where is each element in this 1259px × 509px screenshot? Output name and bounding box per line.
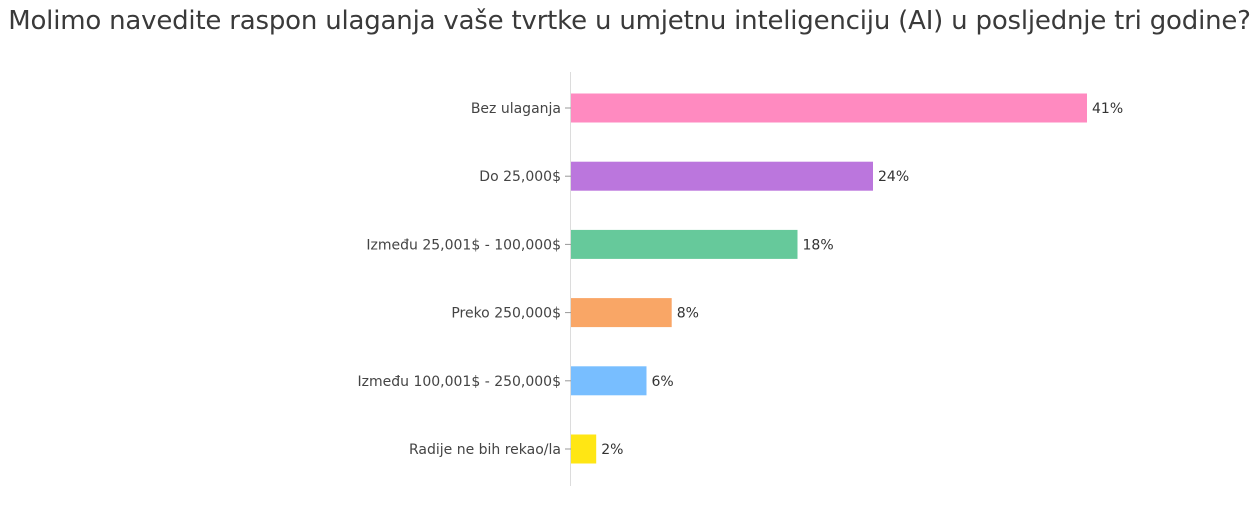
bar <box>571 229 798 259</box>
bar <box>571 366 647 396</box>
category-label: Između 100,001$ - 250,000$ <box>358 374 562 390</box>
bar <box>571 298 672 328</box>
data-label: 6% <box>652 374 674 390</box>
data-label: 18% <box>803 237 834 253</box>
category-label: Radije ne bih rekao/la <box>409 442 561 458</box>
bar <box>571 434 597 464</box>
category-label: Do 25,000$ <box>479 169 561 185</box>
bars-layer: Bez ulaganja 41% Do 25,000$ 24% Između 25,00… <box>358 93 1123 464</box>
data-label: 41% <box>1092 101 1123 117</box>
category-label: Preko 250,000$ <box>451 306 561 322</box>
chart-title: Molimo navedite raspon ulaganja vaše tvr… <box>8 6 1251 36</box>
category-label: Bez ulaganja <box>471 101 561 117</box>
bar <box>571 161 873 191</box>
bar <box>571 93 1087 123</box>
data-label: 24% <box>878 169 909 185</box>
data-label: 8% <box>677 306 699 322</box>
category-label: Između 25,001$ - 100,000$ <box>366 237 561 253</box>
data-label: 2% <box>601 442 623 458</box>
